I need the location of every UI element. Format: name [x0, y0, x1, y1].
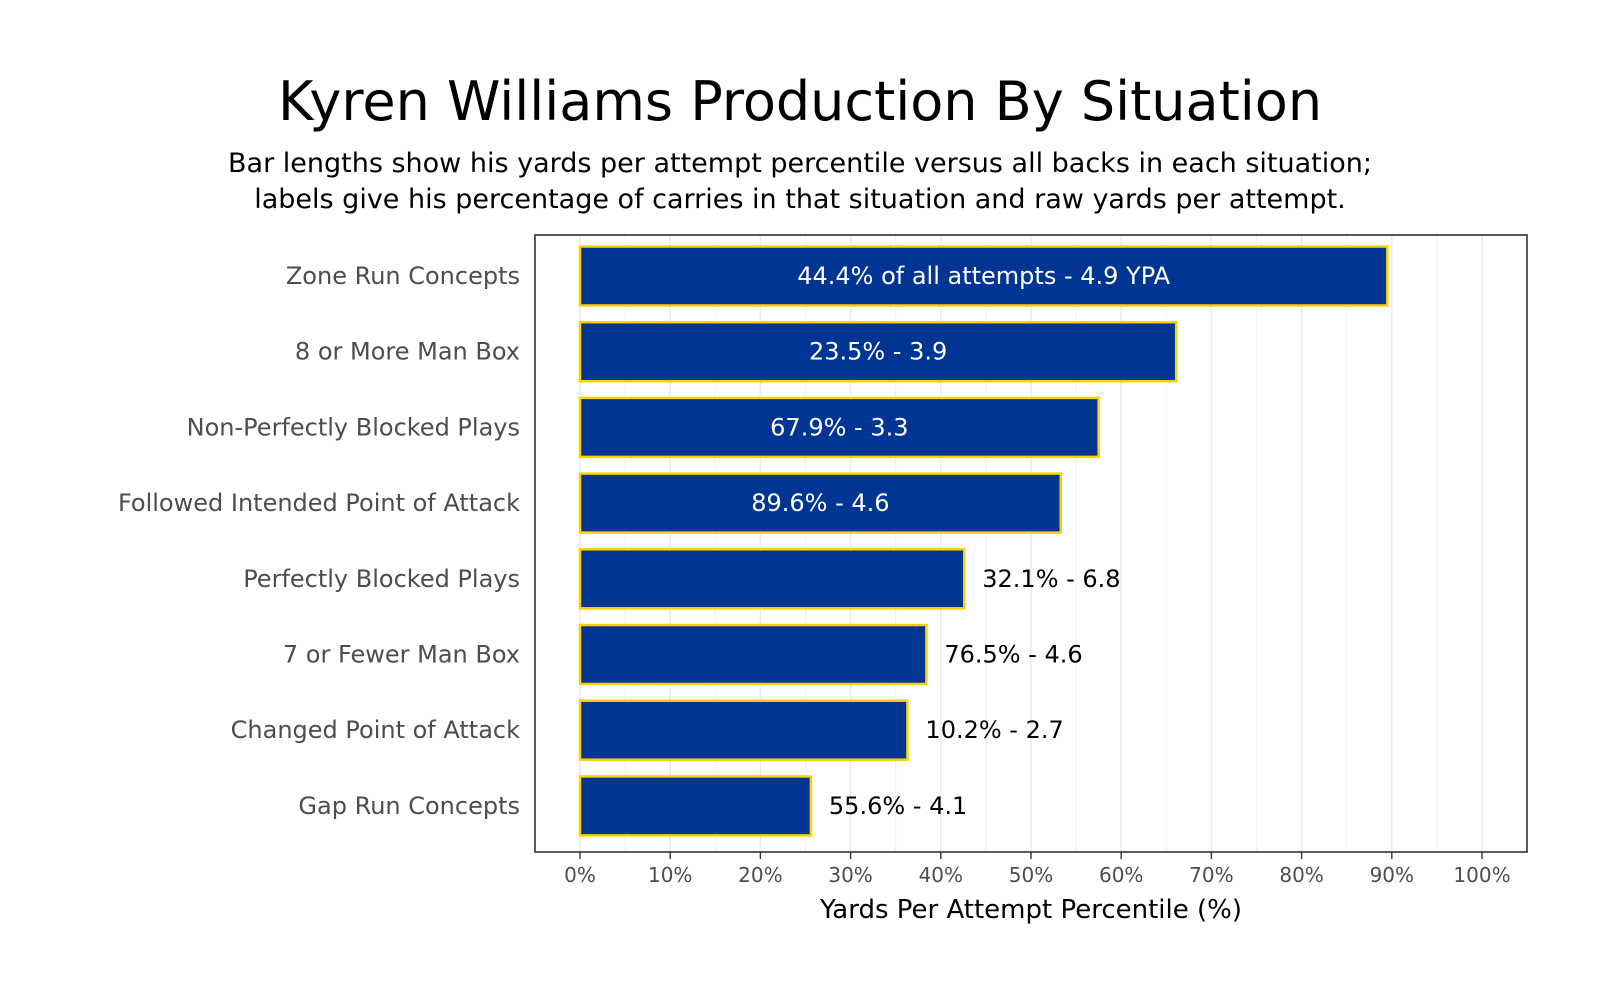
x-tick-label: 10% — [648, 863, 692, 887]
bar — [578, 623, 928, 686]
category-label: Perfectly Blocked Plays — [243, 565, 520, 593]
x-tick-label: 20% — [738, 863, 782, 887]
chart-subtitle-line-1: Bar lengths show his yards per attempt p… — [228, 148, 1372, 179]
y-axis-category-labels: Zone Run Concepts 8 or More Man Box Non-Pe… — [118, 262, 520, 820]
bar — [578, 775, 813, 837]
bar-value-label: 67.9% - 3.3 — [770, 413, 908, 441]
chart-subtitle-line-2: labels give his percentage of carries in… — [254, 184, 1346, 215]
bars — [578, 245, 1389, 837]
bar — [578, 699, 909, 761]
panel-border — [534, 234, 1528, 853]
bar-labels: 44.4% of all attempts - 4.9 YPA 23.5% - 3… — [751, 262, 1170, 820]
bar — [578, 320, 1178, 383]
x-tick-label: 0% — [564, 863, 596, 887]
x-tick-label: 100% — [1453, 863, 1510, 887]
bar-value-label: 23.5% - 3.9 — [809, 338, 947, 366]
bar-value-label: 44.4% of all attempts - 4.9 YPA — [797, 262, 1170, 290]
x-axis-title: Yards Per Attempt Percentile (%) — [819, 895, 1242, 925]
bar-value-label: 76.5% - 4.6 — [944, 641, 1082, 669]
category-label: 8 or More Man Box — [295, 338, 520, 366]
x-tick-label: 60% — [1099, 863, 1143, 887]
bar-value-label: 89.6% - 4.6 — [751, 489, 889, 517]
bar — [578, 548, 966, 610]
x-tick-label: 70% — [1189, 863, 1233, 887]
bar-value-label: 32.1% - 6.8 — [982, 565, 1120, 593]
x-tick-label: 50% — [1009, 863, 1053, 887]
bar-value-label: 10.2% - 2.7 — [925, 716, 1063, 744]
category-label: Zone Run Concepts — [286, 262, 520, 290]
category-label: Gap Run Concepts — [298, 792, 520, 820]
bar — [578, 396, 1100, 459]
bar-value-label: 55.6% - 4.1 — [829, 792, 967, 820]
category-label: Followed Intended Point of Attack — [118, 489, 520, 517]
chart-title: Kyren Williams Production By Situation — [278, 70, 1322, 133]
x-tick-label: 80% — [1279, 863, 1323, 887]
x-tick-label: 40% — [919, 863, 963, 887]
category-label: Changed Point of Attack — [231, 716, 520, 744]
x-tick-label: 90% — [1370, 863, 1414, 887]
bar — [578, 245, 1389, 307]
x-axis-ticks: 0% 10% 20% 30% 40% 50% 60% 70% 80% 90% 100% — [564, 852, 1511, 887]
bar — [578, 472, 1063, 534]
category-label: Non-Perfectly Blocked Plays — [187, 413, 520, 441]
x-tick-label: 30% — [828, 863, 872, 887]
category-label: 7 or Fewer Man Box — [283, 641, 520, 669]
